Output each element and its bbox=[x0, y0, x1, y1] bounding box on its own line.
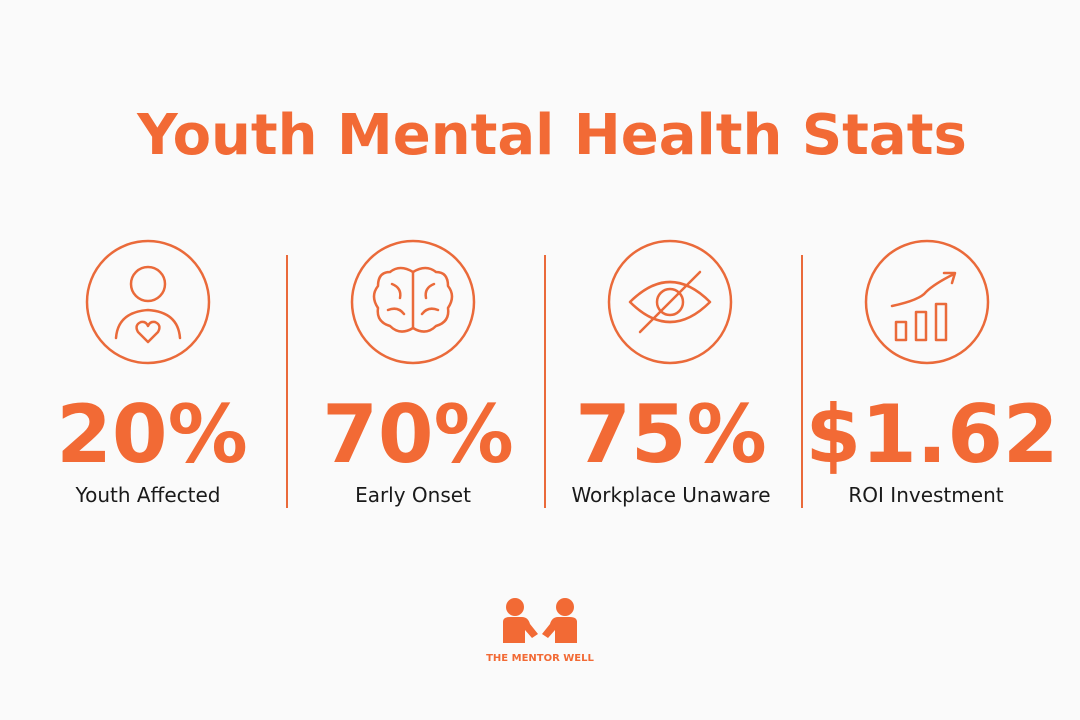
logo bbox=[503, 598, 577, 643]
title: Youth Mental Health Stats bbox=[136, 103, 967, 168]
brain-icon bbox=[350, 239, 476, 365]
stat-value: 70% bbox=[322, 388, 513, 481]
eye-icon bbox=[607, 239, 733, 365]
stat-label: Early Onset bbox=[355, 483, 471, 507]
person-icon bbox=[85, 239, 211, 365]
stat-label: Youth Affected bbox=[75, 483, 221, 507]
stat-value: 20% bbox=[56, 388, 247, 481]
stat-label: Workplace Unaware bbox=[571, 483, 770, 507]
stat-value: $1.62 bbox=[805, 388, 1058, 481]
stat-value: 75% bbox=[575, 388, 766, 481]
growth-icon bbox=[864, 239, 990, 365]
brand-name: THE MENTOR WELL bbox=[486, 653, 594, 664]
stat-label: ROI Investment bbox=[848, 483, 1003, 507]
